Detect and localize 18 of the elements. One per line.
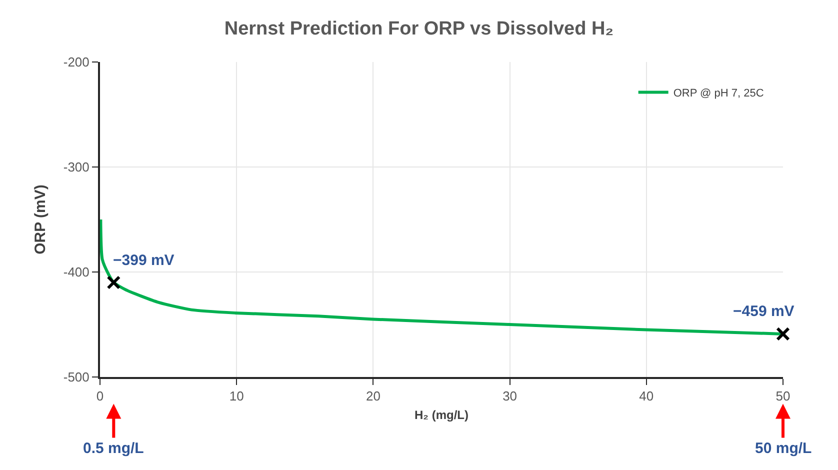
x-tick-label: 50 xyxy=(776,388,790,404)
annotation: −459 mV xyxy=(733,303,794,320)
x-tick-label: 30 xyxy=(502,388,518,404)
x-tick-label: 40 xyxy=(639,388,654,404)
chart-title: Nernst Prediction For ORP vs Dissolved H₂ xyxy=(224,18,614,40)
y-axis-title: ORP (mV) xyxy=(32,184,50,254)
x-tick-label: 20 xyxy=(366,388,380,404)
text: 0.5 mg/L xyxy=(83,440,144,457)
legend-label: ORP @ pH 7, 25C xyxy=(673,88,764,100)
y-tick-label: -200 xyxy=(63,54,90,70)
y-tick-label: -500 xyxy=(63,370,90,385)
y-tick-label: -300 xyxy=(63,160,90,175)
x-tick-label: 10 xyxy=(229,388,244,404)
text: 50 mg/L xyxy=(755,440,812,457)
y-tick-label: -400 xyxy=(63,264,90,280)
annotation: −399 mV xyxy=(113,252,174,269)
x-axis-title: H₂ (mg/L) xyxy=(414,408,468,422)
x-tick-label: 0 xyxy=(96,388,104,404)
